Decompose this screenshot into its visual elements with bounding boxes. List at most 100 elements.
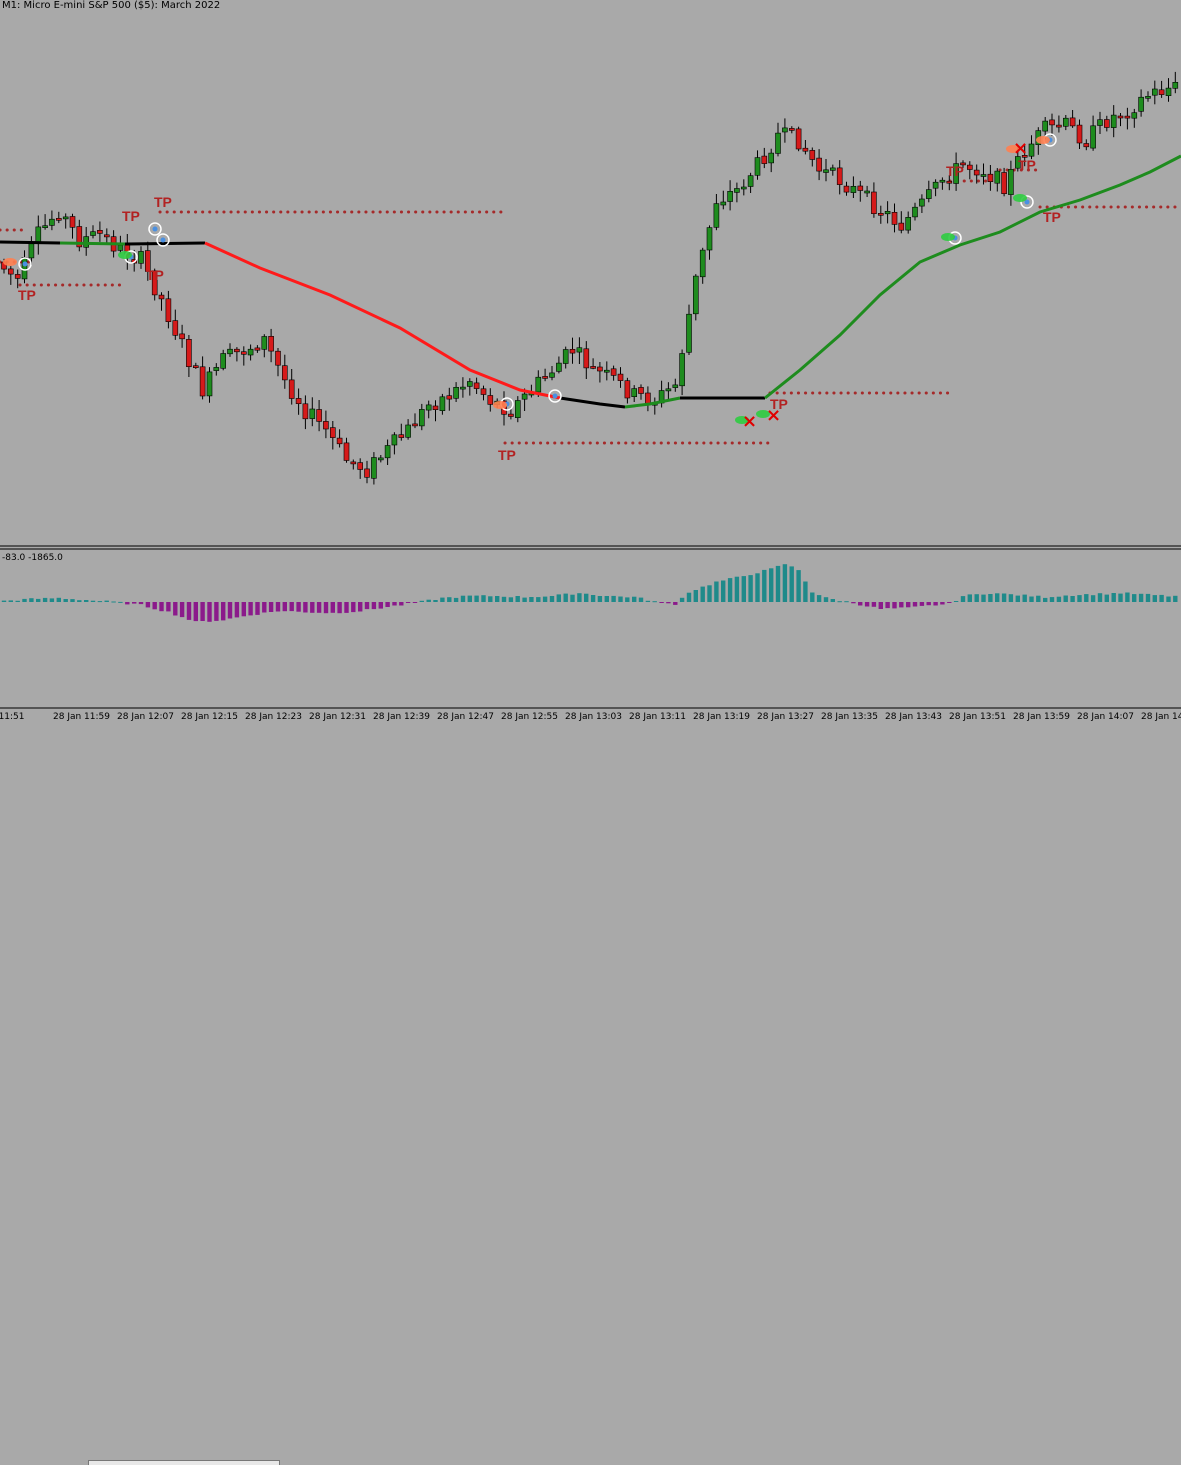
candle-body <box>734 188 740 193</box>
histogram-bar <box>522 597 527 602</box>
candle-body <box>603 369 610 373</box>
candle-body <box>69 216 76 228</box>
candle-body <box>1124 115 1131 119</box>
price-chart-svg[interactable]: × × × TP TP TP TP TP TP TP TP TP <box>0 0 1181 736</box>
histogram-bar <box>132 602 137 604</box>
histogram-bar <box>330 602 335 613</box>
candle-body <box>747 175 754 187</box>
histogram-bar <box>433 600 438 602</box>
tp-label: TP <box>770 396 788 412</box>
time-tick-label: 28 Jan 12:23 <box>245 712 302 722</box>
ma-segment-flat <box>0 240 61 245</box>
ma-segment-flat <box>559 396 626 409</box>
histogram-bar <box>358 602 363 612</box>
candle-body <box>727 191 733 202</box>
histogram-bar <box>906 602 911 608</box>
histogram-bar <box>467 595 472 602</box>
candle-body <box>179 333 185 340</box>
candle-body <box>1001 172 1007 195</box>
histogram-bar <box>186 602 192 620</box>
time-axis: n 11:51 28 Jan 11:59 28 Jan 12:07 28 Jan 12… <box>0 708 1181 728</box>
candle-body <box>8 268 14 275</box>
histogram-bar <box>974 594 979 602</box>
time-tick-label: 28 Jan 12:47 <box>437 712 494 722</box>
histogram-bar <box>536 597 541 602</box>
histogram-bar <box>563 593 568 602</box>
histogram-bar <box>1084 594 1089 602</box>
candle-body <box>686 313 692 353</box>
candle-body <box>227 348 233 355</box>
chart-tab[interactable] <box>88 1460 280 1465</box>
histogram-bar <box>604 596 609 602</box>
candle-body <box>405 424 411 438</box>
candle-body <box>809 150 816 160</box>
candle-body <box>556 362 562 372</box>
ma-segment-up <box>764 154 1181 400</box>
histogram-bar <box>871 602 877 607</box>
tp-label: TP <box>18 287 36 303</box>
candle-body <box>850 186 857 193</box>
candle-body <box>761 155 768 164</box>
candle-body <box>480 388 487 395</box>
histogram-bar <box>63 599 68 602</box>
time-tick-label: 28 Jan 12:15 <box>181 712 238 722</box>
histogram-bar <box>227 602 233 619</box>
candle-body <box>357 462 364 470</box>
histogram-bar <box>214 602 219 621</box>
candle-body <box>610 368 617 376</box>
candle-body <box>329 427 336 438</box>
time-tick-label: 28 Jan 14:07 <box>1077 712 1134 722</box>
histogram-bar <box>1138 593 1144 602</box>
histogram-bar <box>1118 593 1123 602</box>
histogram-bar <box>316 602 322 613</box>
histogram-bar <box>405 602 411 603</box>
trade-markers: × × × <box>3 133 1057 432</box>
histogram-bar <box>858 602 863 606</box>
time-tick-label: 28 Jan 13:59 <box>1013 712 1070 722</box>
candle-body <box>912 206 918 218</box>
histogram-bar <box>748 575 753 602</box>
candle-body <box>946 180 953 184</box>
histogram-bar <box>159 602 164 612</box>
candle-body <box>104 234 110 238</box>
histogram-bar <box>584 593 589 602</box>
candle-body <box>898 222 905 231</box>
candle-body <box>425 404 432 411</box>
candle-body <box>905 217 912 231</box>
tp-labels: TP TP TP TP TP TP TP TP TP <box>18 157 1061 463</box>
histogram-bar <box>1077 595 1082 602</box>
histogram-bar <box>1070 596 1075 602</box>
histogram-bar <box>1125 592 1130 602</box>
candle-body <box>1049 119 1055 126</box>
time-tick-label: 28 Jan 13:19 <box>693 712 750 722</box>
candle-body <box>295 398 302 404</box>
candle-body <box>165 298 172 322</box>
histogram-bar <box>221 602 226 621</box>
histogram-bar <box>1090 595 1096 602</box>
candle-body <box>42 225 48 228</box>
time-tick-label: 28 Jan 13:43 <box>885 712 942 722</box>
candle-body <box>1042 120 1048 132</box>
candle-body <box>1152 88 1158 96</box>
histogram-bar <box>1063 595 1068 602</box>
candle-body <box>508 413 514 417</box>
histogram-bar <box>933 602 938 606</box>
ma-segment-up <box>59 241 126 246</box>
histogram-bar <box>138 602 144 605</box>
candle-body <box>1076 124 1083 144</box>
histogram-bar <box>1056 596 1062 602</box>
time-tick-label: 28 Jan 12:39 <box>373 712 430 722</box>
histogram-bar <box>741 576 746 602</box>
candle-body <box>569 348 576 354</box>
candle-body <box>980 174 987 177</box>
histogram-bar <box>1166 596 1171 602</box>
histogram-bar <box>810 592 815 602</box>
candle-body <box>768 152 775 164</box>
histogram-bar <box>125 602 130 605</box>
candle-body <box>268 335 274 352</box>
histogram-bar <box>899 602 904 608</box>
histogram-bar <box>816 595 822 602</box>
candle-body <box>323 421 329 430</box>
histogram-bar <box>282 602 287 612</box>
